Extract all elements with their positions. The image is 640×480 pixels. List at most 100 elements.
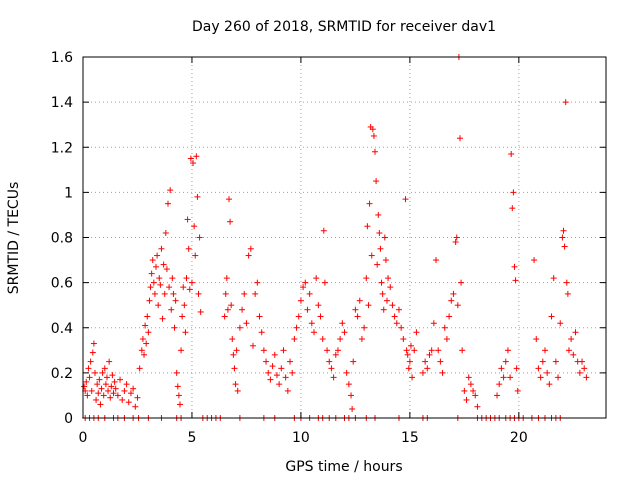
data-point (321, 279, 328, 286)
data-point (458, 279, 465, 286)
data-point (196, 234, 203, 241)
data-point (381, 234, 388, 241)
data-point (389, 302, 396, 309)
data-point (278, 365, 285, 372)
data-point (245, 252, 252, 259)
data-point (134, 394, 141, 401)
data-point (146, 297, 153, 304)
data-point (363, 275, 370, 282)
data-point (168, 306, 175, 313)
data-point (114, 392, 121, 399)
data-point (500, 374, 507, 381)
data-point (94, 381, 101, 388)
data-point (151, 290, 158, 297)
data-point (176, 401, 183, 408)
data-point (117, 376, 124, 383)
data-point (439, 369, 446, 376)
data-point (498, 365, 505, 372)
data-point (379, 290, 386, 297)
data-point (343, 369, 350, 376)
data-point (365, 302, 372, 309)
data-point (422, 358, 429, 365)
data-point (369, 126, 376, 133)
data-point (100, 392, 107, 399)
data-point (156, 275, 163, 282)
data-point (96, 376, 103, 383)
data-point (559, 234, 566, 241)
y-tick-label: 1.4 (51, 95, 73, 111)
y-tick-label: 1.2 (51, 140, 73, 156)
data-point (383, 297, 390, 304)
data-point (472, 392, 479, 399)
data-point (256, 313, 263, 320)
data-point (121, 387, 128, 394)
data-point (304, 306, 311, 313)
data-point (112, 385, 119, 392)
data-point (352, 306, 359, 313)
data-point (149, 257, 156, 264)
data-point (348, 392, 355, 399)
data-point (406, 358, 413, 365)
data-point (424, 365, 431, 372)
data-point (185, 245, 192, 252)
data-point (107, 394, 114, 401)
data-point (187, 155, 194, 162)
data-point (446, 313, 453, 320)
data-point (437, 358, 444, 365)
data-point (546, 381, 553, 388)
data-point (147, 284, 154, 291)
data-point (382, 257, 389, 264)
data-point (269, 363, 276, 370)
data-point (361, 324, 368, 331)
data-point (170, 290, 177, 297)
data-point (231, 365, 238, 372)
x-tick-label: 10 (292, 430, 310, 446)
data-point (507, 374, 514, 381)
data-point (139, 336, 146, 343)
data-point (407, 342, 414, 349)
data-point (376, 229, 383, 236)
data-point (297, 297, 304, 304)
data-point (426, 351, 433, 358)
data-point (226, 196, 233, 203)
data-point (109, 372, 116, 379)
y-tick-label: 0 (64, 411, 73, 427)
data-point (564, 290, 571, 297)
data-point (229, 336, 236, 343)
data-point (358, 336, 365, 343)
data-point (148, 270, 155, 277)
data-point (243, 320, 250, 327)
data-point (119, 396, 126, 403)
data-point (496, 381, 503, 388)
data-point (276, 381, 283, 388)
data-point (319, 336, 326, 343)
data-point (550, 275, 557, 282)
data-point (349, 405, 356, 412)
data-point (228, 302, 235, 309)
data-point (512, 277, 519, 284)
data-point (404, 351, 411, 358)
data-point (341, 329, 348, 336)
data-point (557, 320, 564, 327)
y-tick-label: 0.6 (51, 276, 73, 292)
data-point (513, 365, 520, 372)
data-point (234, 387, 241, 394)
data-point (155, 302, 162, 309)
data-point (186, 286, 193, 293)
data-point (565, 347, 572, 354)
data-point (163, 266, 170, 273)
data-point (164, 200, 171, 207)
data-point (350, 358, 357, 365)
data-point (181, 302, 188, 309)
data-point (330, 374, 337, 381)
data-point (572, 329, 579, 336)
data-point (130, 385, 137, 392)
data-point (387, 284, 394, 291)
data-point (193, 153, 200, 160)
data-point (150, 279, 157, 286)
data-point (157, 281, 164, 288)
data-point (188, 279, 195, 286)
data-point (81, 383, 88, 390)
data-point (428, 347, 435, 354)
